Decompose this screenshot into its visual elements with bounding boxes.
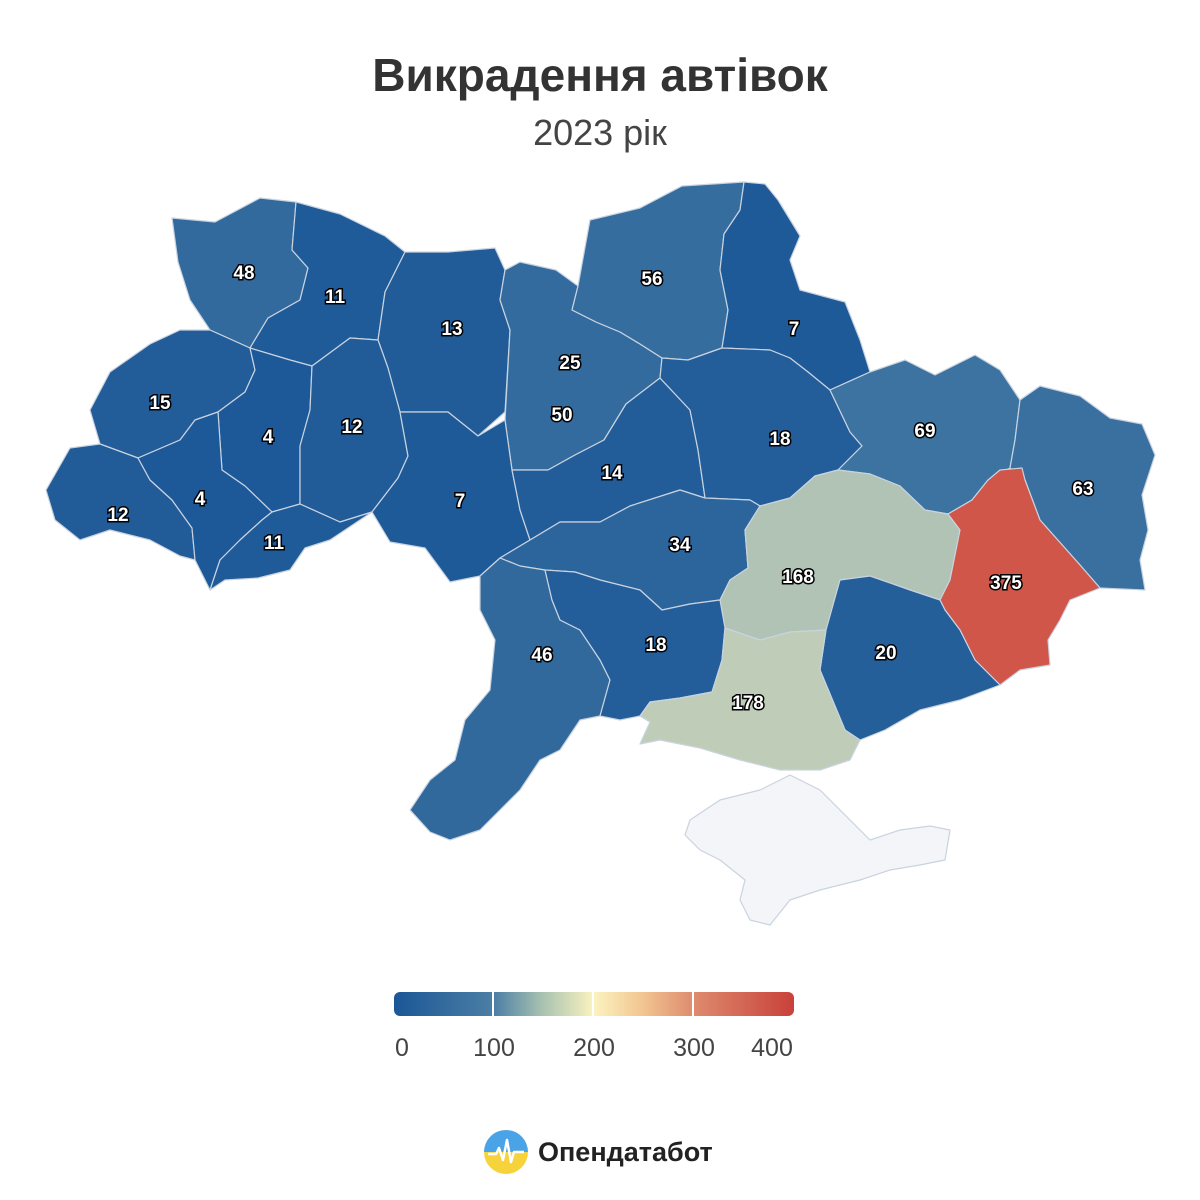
region-value-label: 7: [455, 491, 466, 512]
region-value-label: 13: [441, 319, 462, 340]
region-value-label: 46: [531, 645, 552, 666]
region-value-label: 7: [789, 319, 800, 340]
legend-tick-label: 200: [573, 1034, 615, 1062]
region-value-label: 48: [233, 263, 254, 284]
legend-divider: [692, 992, 694, 1016]
region-value-label: 69: [914, 421, 935, 442]
region-value-label: 34: [669, 535, 691, 556]
region-value-label: 12: [107, 505, 128, 526]
brand: Опендатабот: [484, 1130, 713, 1174]
color-legend: [394, 992, 794, 1016]
legend-labels: 0 100 200 300 400: [394, 1034, 814, 1064]
legend-tick-label: 400: [751, 1034, 793, 1062]
region-value-label: 11: [325, 287, 346, 308]
legend-tick-label: 100: [473, 1034, 515, 1062]
region-value-label: 56: [641, 269, 662, 290]
legend-gradient-bar: [394, 992, 794, 1016]
region-value-label: 178: [732, 693, 764, 714]
region-value-label: 375: [990, 573, 1022, 594]
region-value-label: 50: [551, 405, 572, 426]
legend-tick-label: 300: [673, 1034, 715, 1062]
region-kherson[interactable]: [639, 627, 861, 771]
region-value-label: 18: [769, 429, 790, 450]
region-value-label: 20: [875, 643, 896, 664]
region-crimea: [684, 774, 951, 926]
region-value-label: 25: [559, 353, 581, 374]
map-subtitle: 2023 рік: [533, 112, 667, 153]
legend-divider: [592, 992, 594, 1016]
region-value-label: 14: [601, 463, 623, 484]
brand-name: Опендатабот: [538, 1136, 713, 1167]
map-title: Викрадення автівок: [372, 49, 828, 101]
region-value-label: 168: [782, 567, 814, 588]
region-value-label: 15: [149, 393, 171, 414]
region-value-label: 63: [1072, 479, 1093, 500]
region-value-label: 18: [645, 635, 666, 656]
region-value-label: 11: [264, 533, 285, 554]
region-value-label: 4: [195, 489, 206, 510]
region-chernivtsi[interactable]: [209, 503, 373, 591]
region-value-label: 4: [263, 427, 274, 448]
legend-divider: [492, 992, 494, 1016]
opendatabot-logo-icon: [484, 1130, 528, 1174]
legend-tick-label: 0: [395, 1034, 409, 1062]
region-value-label: 12: [341, 417, 362, 438]
